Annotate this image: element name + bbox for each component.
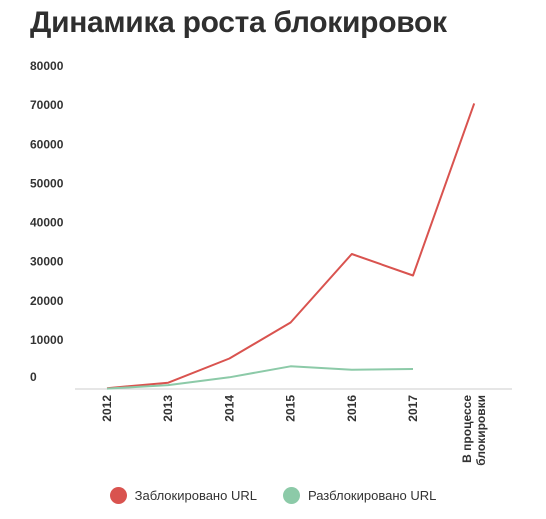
x-tick-label: 2015 <box>284 395 298 422</box>
legend-label-blocked: Заблокировано URL <box>134 488 257 503</box>
y-tick-label: 40000 <box>30 216 64 230</box>
legend-item-unblocked: Разблокировано URL <box>282 487 437 504</box>
legend-dot-unblocked <box>282 487 300 504</box>
x-tick-label: 2013 <box>161 395 175 422</box>
legend: Заблокировано URL Разблокировано URL <box>0 487 546 504</box>
y-tick-label: 0 <box>30 370 37 384</box>
x-tick-label: 2016 <box>345 395 359 422</box>
legend-item-blocked: Заблокировано URL <box>109 487 257 504</box>
series-lines <box>106 103 476 390</box>
x-tick-label: 2017 <box>406 395 420 422</box>
x-tick-label: В процессеблокировки <box>460 395 488 466</box>
x-tick-label: 2014 <box>222 395 236 422</box>
y-tick-label: 30000 <box>30 255 64 269</box>
y-tick-label: 10000 <box>30 333 64 347</box>
chart-title: Динамика роста блокировок <box>30 6 447 39</box>
legend-dot-blocked <box>109 487 127 504</box>
series-line-blocked <box>106 103 476 390</box>
y-tick-label: 20000 <box>30 294 64 308</box>
y-tick-label: 70000 <box>30 98 64 112</box>
x-axis-ticks: 2012 2013 2014 2015 2016 2017 В процессеблокир… <box>100 395 488 466</box>
x-tick-label: 2012 <box>100 395 114 422</box>
y-tick-label: 50000 <box>30 176 64 190</box>
y-tick-label: 80000 <box>30 59 64 73</box>
y-axis-ticks: 80000 70000 60000 50000 40000 30000 20000 10000… <box>30 59 64 384</box>
y-tick-label: 60000 <box>30 137 64 151</box>
line-chart: 80000 70000 60000 50000 40000 30000 20000 10000… <box>30 59 512 466</box>
legend-label-unblocked: Разблокировано URL <box>307 488 437 503</box>
series-line-unblocked <box>106 365 414 390</box>
